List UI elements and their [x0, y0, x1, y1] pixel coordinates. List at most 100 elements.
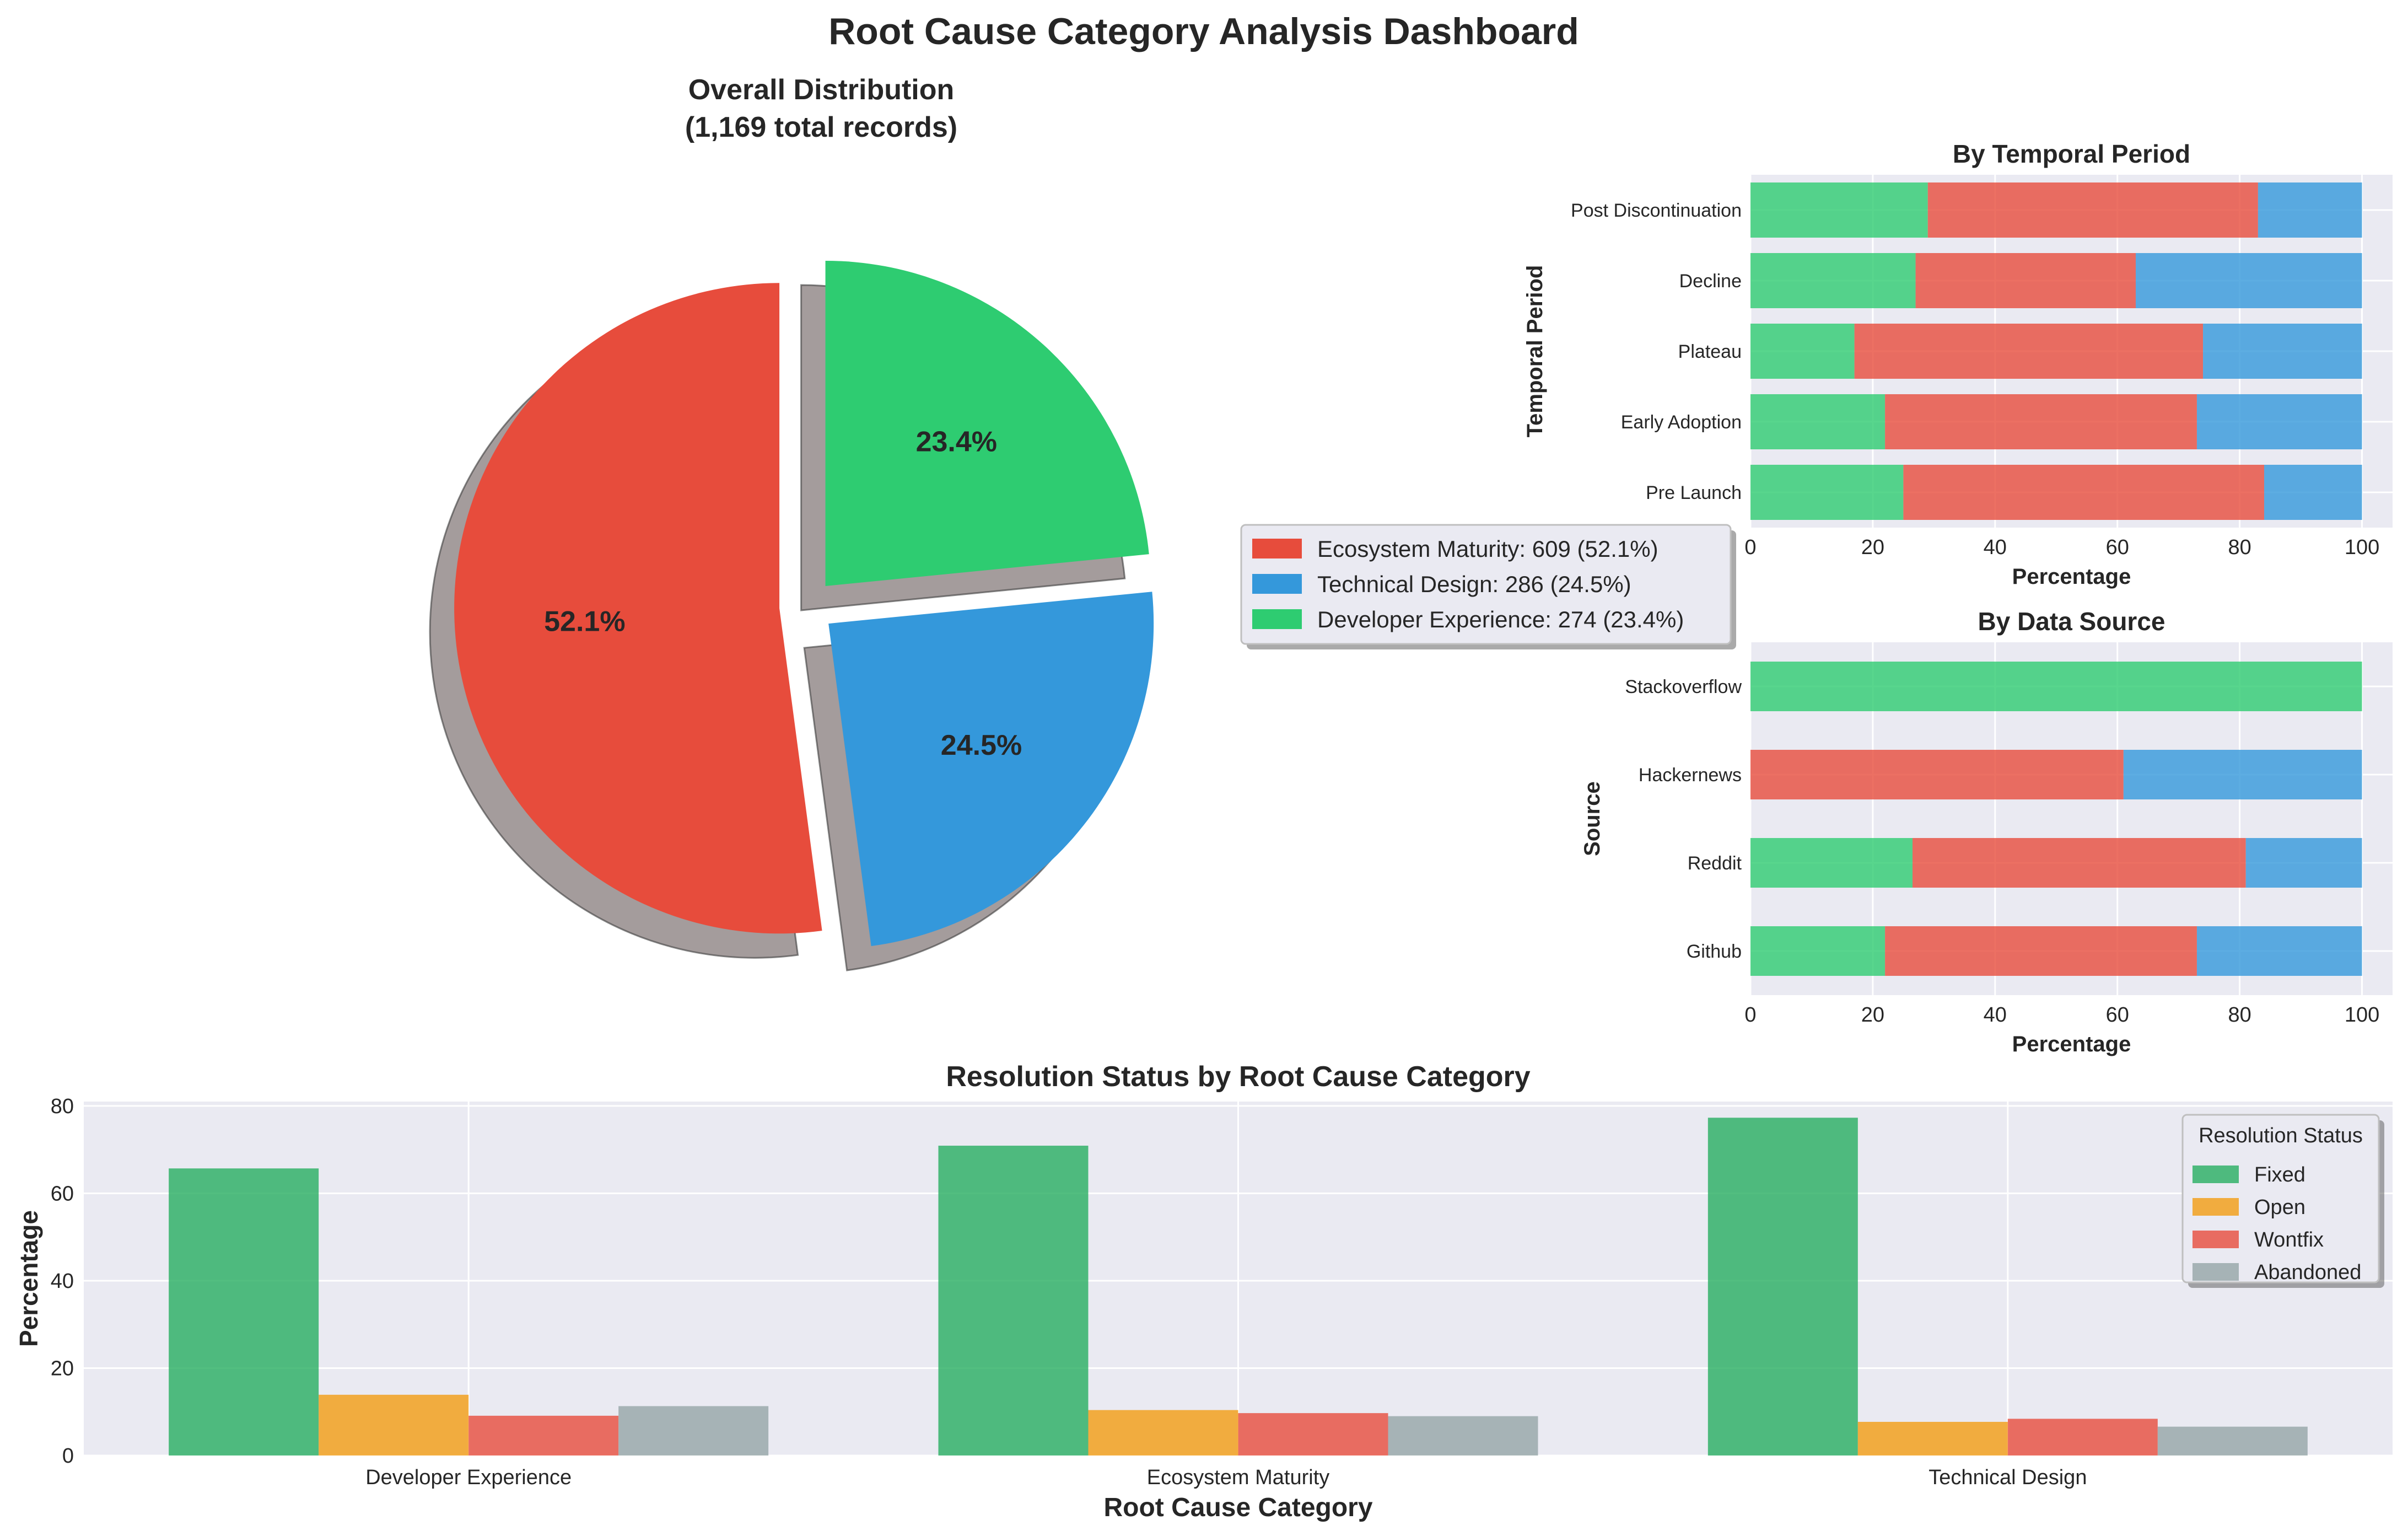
resolution-y-tick-label-2: 40	[51, 1270, 74, 1293]
resolution-y-tick-label-3: 60	[51, 1182, 74, 1205]
temporal-y-tick-label-3: Decline	[1679, 271, 1742, 292]
temporal-bar-2-0	[1750, 324, 1855, 379]
resolution-bar-1-0	[938, 1146, 1089, 1456]
temporal-x-tick-label-2: 40	[1984, 536, 2007, 559]
source-x-tick-label-4: 80	[2228, 1003, 2251, 1027]
resolution-status-chart: Developer Experience Ecosystem Maturity Te…	[14, 1061, 2393, 1522]
source-bar-1-1	[1913, 838, 2246, 888]
pie-legend-swatch-1	[1252, 574, 1302, 594]
temporal-x-tick-label-1: 20	[1861, 536, 1884, 559]
temporal-y-tick-label-0: Pre Launch	[1646, 482, 1742, 503]
temporal-bar-4-1	[1927, 182, 2258, 238]
resolution-legend-label-3: Abandoned	[2254, 1261, 2361, 1284]
pie-legend-label-2: Developer Experience: 274 (23.4%)	[1317, 606, 1684, 632]
source-bar-0-1	[1885, 926, 2197, 976]
pie-slice-label-0: 52.1%	[544, 606, 625, 638]
resolution-y-tick-label-0: 0	[62, 1444, 74, 1468]
resolution-bar-2-2	[2007, 1419, 2158, 1456]
resolution-legend: Resolution Status Fixed Open Wontfix Abandon…	[2181, 1114, 2384, 1288]
temporal-y-tick-label-1: Early Adoption	[1621, 412, 1742, 433]
resolution-bar-0-0	[169, 1168, 319, 1456]
temporal-bar-0-2	[2264, 465, 2362, 520]
temporal-period-chart: Pre Launch Early Adoption Plateau Decline Po…	[1523, 139, 2393, 589]
resolution-y-axis-label: Percentage	[14, 1210, 43, 1347]
source-bar-3-0	[1750, 662, 2362, 711]
temporal-bar-1-2	[2196, 394, 2362, 449]
source-y-tick-label-1: Reddit	[1688, 853, 1742, 874]
source-y-tick-label-3: Stackoverflow	[1625, 676, 1742, 697]
source-bar-0-0	[1750, 926, 1886, 976]
resolution-y-tick-label-4: 80	[51, 1095, 74, 1118]
resolution-x-tick-label-1: Ecosystem Maturity	[1147, 1466, 1330, 1489]
resolution-bar-2-3	[2157, 1426, 2308, 1456]
resolution-bar-2-0	[1707, 1118, 1858, 1456]
temporal-bar-3-2	[2136, 253, 2362, 308]
temporal-bar-2-2	[2203, 324, 2362, 379]
pie-title-line-2: (1,169 total records)	[685, 111, 957, 143]
source-x-tick-label-2: 40	[1984, 1003, 2007, 1027]
temporal-title: By Temporal Period	[1953, 139, 2190, 168]
source-bar-2-1	[1750, 750, 2124, 799]
pie-chart: Overall Distribution (1,169 total records…	[429, 74, 1736, 971]
resolution-x-tick-label-0: Developer Experience	[365, 1466, 572, 1489]
pie-legend-label-1: Technical Design: 286 (24.5%)	[1317, 571, 1631, 597]
temporal-y-axis-label: Temporal Period	[1523, 265, 1547, 438]
data-source-chart: Github Reddit Hackernews Stackoverflow 0 20 40…	[1580, 607, 2393, 1056]
temporal-x-tick-label-0: 0	[1744, 536, 1756, 559]
temporal-x-tick-label-4: 80	[2228, 536, 2251, 559]
resolution-legend-swatch-2	[2192, 1231, 2239, 1248]
resolution-bar-1-3	[1388, 1416, 1538, 1456]
temporal-bar-1-0	[1750, 394, 1886, 449]
source-x-tick-label-1: 20	[1861, 1003, 1884, 1027]
resolution-bar-0-2	[468, 1415, 619, 1456]
resolution-bar-2-1	[1857, 1421, 2008, 1456]
source-y-axis-label: Source	[1580, 781, 1604, 856]
resolution-legend-swatch-0	[2192, 1166, 2239, 1183]
pie-legend-swatch-2	[1252, 609, 1302, 629]
pie-slice-label-2: 23.4%	[916, 426, 997, 458]
pie-slice-2	[825, 260, 1149, 586]
temporal-y-tick-label-2: Plateau	[1678, 341, 1742, 362]
resolution-legend-swatch-1	[2192, 1198, 2239, 1216]
source-bar-1-2	[2245, 838, 2362, 888]
temporal-bar-3-0	[1750, 253, 1916, 308]
resolution-legend-title: Resolution Status	[2199, 1124, 2363, 1147]
pie-slice-0	[454, 283, 822, 934]
resolution-bar-0-3	[618, 1406, 769, 1456]
pie-slice-1	[828, 592, 1154, 946]
source-x-tick-label-5: 100	[2345, 1003, 2379, 1027]
temporal-y-tick-label-4: Post Discontinuation	[1571, 200, 1742, 221]
resolution-bar-0-1	[319, 1394, 469, 1456]
source-x-tick-label-3: 60	[2106, 1003, 2129, 1027]
source-x-axis-label: Percentage	[2012, 1032, 2131, 1056]
pie-legend-box	[1240, 524, 1732, 645]
resolution-bar-1-1	[1088, 1410, 1238, 1456]
pie-title-line-1: Overall Distribution	[688, 74, 955, 106]
temporal-bar-1-1	[1885, 394, 2197, 449]
resolution-x-tick-label-2: Technical Design	[1928, 1466, 2087, 1489]
pie-legend: Ecosystem Maturity: 609 (52.1%) Technical…	[1240, 524, 1736, 649]
temporal-x-tick-label-3: 60	[2106, 536, 2129, 559]
resolution-y-tick-label-1: 20	[51, 1357, 74, 1380]
source-bar-1-0	[1750, 838, 1913, 888]
resolution-title: Resolution Status by Root Cause Category	[946, 1061, 1530, 1093]
temporal-bar-0-0	[1750, 465, 1904, 520]
temporal-bar-3-1	[1915, 253, 2136, 308]
source-y-tick-label-2: Hackernews	[1639, 765, 1742, 786]
temporal-x-tick-label-5: 100	[2345, 536, 2379, 559]
source-title: By Data Source	[1978, 607, 2165, 636]
resolution-legend-label-1: Open	[2254, 1196, 2305, 1219]
temporal-bar-2-1	[1854, 324, 2204, 379]
pie-legend-swatch-0	[1252, 539, 1302, 558]
temporal-bar-0-1	[1903, 465, 2264, 520]
source-y-tick-label-0: Github	[1687, 941, 1742, 962]
resolution-legend-swatch-3	[2192, 1263, 2239, 1281]
source-bar-2-2	[2123, 750, 2362, 799]
temporal-bar-4-2	[2258, 182, 2362, 238]
resolution-bar-1-2	[1238, 1413, 1388, 1456]
resolution-legend-label-0: Fixed	[2254, 1163, 2305, 1186]
dashboard-title: Root Cause Category Analysis Dashboard	[828, 10, 1579, 52]
resolution-x-axis-label: Root Cause Category	[1103, 1493, 1372, 1522]
source-bar-0-2	[2196, 926, 2362, 976]
